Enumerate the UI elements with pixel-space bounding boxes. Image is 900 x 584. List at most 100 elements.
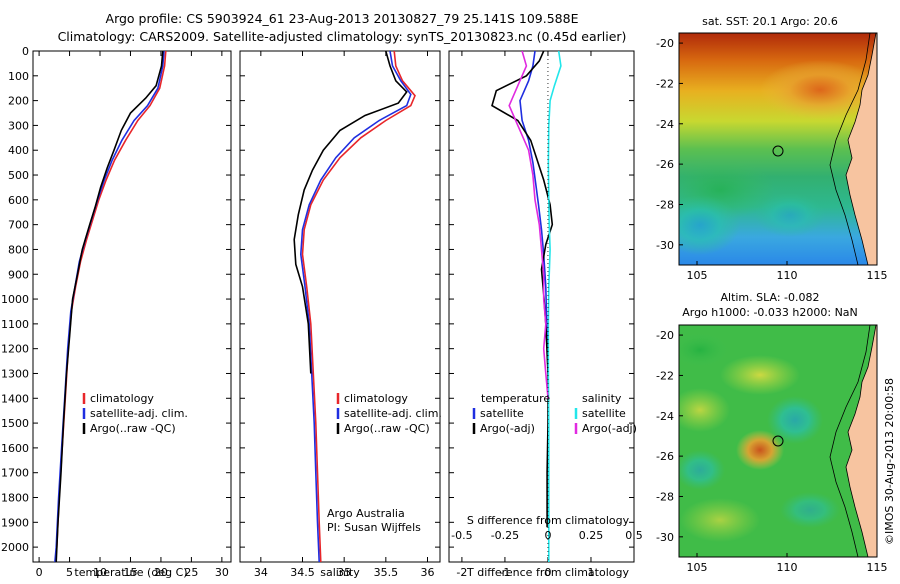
- temperature-plot: 0100200300400500600700800900100011001200…: [1, 45, 231, 579]
- series-line: [547, 51, 562, 562]
- figure-title-line2: Climatology: CARS2009. Satellite-adjuste…: [58, 29, 627, 44]
- x-tick-label: 10: [93, 566, 107, 579]
- sla-map: [679, 325, 877, 557]
- sst-land: [845, 33, 877, 265]
- series-line: [293, 51, 408, 374]
- x-top-tick-label: 0: [544, 529, 551, 542]
- legend-label: Argo(-adj): [582, 422, 637, 435]
- x-tick-label: 5: [66, 566, 73, 579]
- sla-argo-marker: [772, 435, 784, 447]
- salinity-plot: 34 34.5 35 35.5 36 climatology satellite-adj. …: [240, 50, 442, 579]
- map-y-tick-label: -24: [656, 410, 674, 423]
- salinity-annotation-line1: Argo Australia: [327, 507, 405, 520]
- series-line: [519, 51, 549, 374]
- difference-axes: [448, 50, 635, 563]
- y-tick-label: 600: [8, 194, 29, 207]
- difference-xlabel-top: S difference from climatology: [467, 514, 630, 527]
- sla-shelf-contour: [829, 325, 871, 557]
- x-tick-label: 1: [587, 566, 594, 579]
- y-tick-label: 1200: [1, 343, 29, 356]
- sst-map: [679, 33, 877, 265]
- map-y-tick-label: -20: [656, 37, 674, 50]
- sst-warm-patch: [760, 60, 877, 120]
- y-tick-label: 1100: [1, 318, 29, 331]
- sla-orange-patch: [736, 430, 784, 470]
- x-tick-label: 34: [254, 566, 268, 579]
- temperature-xlabel: temperature (deg C): [74, 566, 187, 579]
- map-y-tick-label: -20: [656, 329, 674, 342]
- legend-label: satellite-adj. clim.: [90, 407, 188, 420]
- sst-map-title: sat. SST: 20.1 Argo: 20.6: [702, 15, 838, 28]
- map-y-tick-label: -22: [656, 77, 674, 90]
- difference-plot: -2 -1 0 1 -0.5 -0.25 0 0.25 0.5 temperature salini…: [449, 50, 643, 579]
- x-tick-label: 20: [154, 566, 168, 579]
- x-tick-label: 36: [421, 566, 435, 579]
- x-tick-label: 34.5: [290, 566, 315, 579]
- x-tick-label: 35: [337, 566, 351, 579]
- map-x-tick-label: 115: [867, 561, 888, 574]
- sla-map-title-line2: Argo h1000: -0.033 h2000: NaN: [682, 306, 858, 319]
- temperature-axes: [32, 50, 232, 563]
- y-tick-label: 400: [8, 144, 29, 157]
- y-tick-label: 1400: [1, 392, 29, 405]
- y-tick-label: 700: [8, 219, 29, 232]
- x-tick-label: 35.5: [374, 566, 399, 579]
- map-y-tick-label: -30: [656, 531, 674, 544]
- map-y-tick-label: -28: [656, 198, 674, 211]
- legend-label: climatology: [344, 392, 408, 405]
- legend-label: Argo(..raw -QC): [344, 422, 430, 435]
- legend-title-salinity: salinity: [582, 392, 622, 405]
- map-y-tick-label: -28: [656, 490, 674, 503]
- map-y-tick-label: -26: [656, 158, 674, 171]
- sst-cyan-patch-2: [755, 193, 825, 237]
- x-tick-label: 25: [184, 566, 198, 579]
- sla-yellow-patch-3: [680, 498, 760, 542]
- salinity-axes: [239, 50, 441, 563]
- y-tick-label: 1000: [1, 293, 29, 306]
- sla-green-patch: [679, 332, 730, 368]
- legend-label: climatology: [90, 392, 154, 405]
- series-line: [301, 51, 416, 562]
- sla-land: [845, 325, 877, 557]
- x-tick-label: 0: [36, 566, 43, 579]
- sla-map-frame: [678, 324, 878, 558]
- imos-timestamp: ©IMOS 30-Aug-2013 20:00:58: [883, 378, 896, 545]
- legend-label: satellite: [582, 407, 626, 420]
- sla-cyan-patch: [767, 396, 823, 444]
- figure-title-line1: Argo profile: CS 5903924_61 23-Aug-2013 …: [106, 11, 579, 26]
- sla-map-axes: 105 110 115 -20 -22 -24 -26 -28 -30: [656, 329, 887, 574]
- y-tick-label: 1900: [1, 516, 29, 529]
- salinity-xlabel: salinity: [320, 566, 360, 579]
- y-tick-label: 800: [8, 243, 29, 256]
- sst-map-axes: 105 110 115 -20 -22 -24 -26 -28 -30: [656, 37, 887, 282]
- legend-label: satellite-adj. clim.: [344, 407, 442, 420]
- y-tick-label: 1800: [1, 492, 29, 505]
- y-tick-label: 200: [8, 95, 29, 108]
- salinity-annotation-line2: PI: Susan Wijffels: [327, 521, 421, 534]
- series-group: [491, 51, 562, 562]
- x-top-tick-label: 0.25: [579, 529, 604, 542]
- sla-cyan-patch-2: [679, 450, 725, 490]
- x-tick-label: -2: [456, 566, 467, 579]
- sst-cyan-patch: [679, 195, 740, 255]
- legend-label: Argo(-adj): [480, 422, 535, 435]
- map-x-tick-label: 110: [777, 561, 798, 574]
- series-group: [54, 51, 167, 562]
- y-tick-label: 300: [8, 119, 29, 132]
- x-top-tick-label: -0.25: [491, 529, 519, 542]
- y-tick-label: 1600: [1, 442, 29, 455]
- x-tick-label: 0: [544, 566, 551, 579]
- sla-map-title-line1: Altim. SLA: -0.082: [720, 291, 819, 304]
- y-tick-label: 1500: [1, 417, 29, 430]
- y-tick-label: 1300: [1, 367, 29, 380]
- difference-xlabel: T difference from climatology: [466, 566, 629, 579]
- series-line: [55, 51, 164, 562]
- map-x-tick-label: 110: [777, 269, 798, 282]
- legend-label: Argo(..raw -QC): [90, 422, 176, 435]
- map-y-tick-label: -30: [656, 239, 674, 252]
- map-y-tick-label: -22: [656, 369, 674, 382]
- legend-title-temperature: temperature: [481, 392, 550, 405]
- x-top-tick-label: -0.5: [451, 529, 472, 542]
- sst-shelf-contour: [829, 33, 871, 265]
